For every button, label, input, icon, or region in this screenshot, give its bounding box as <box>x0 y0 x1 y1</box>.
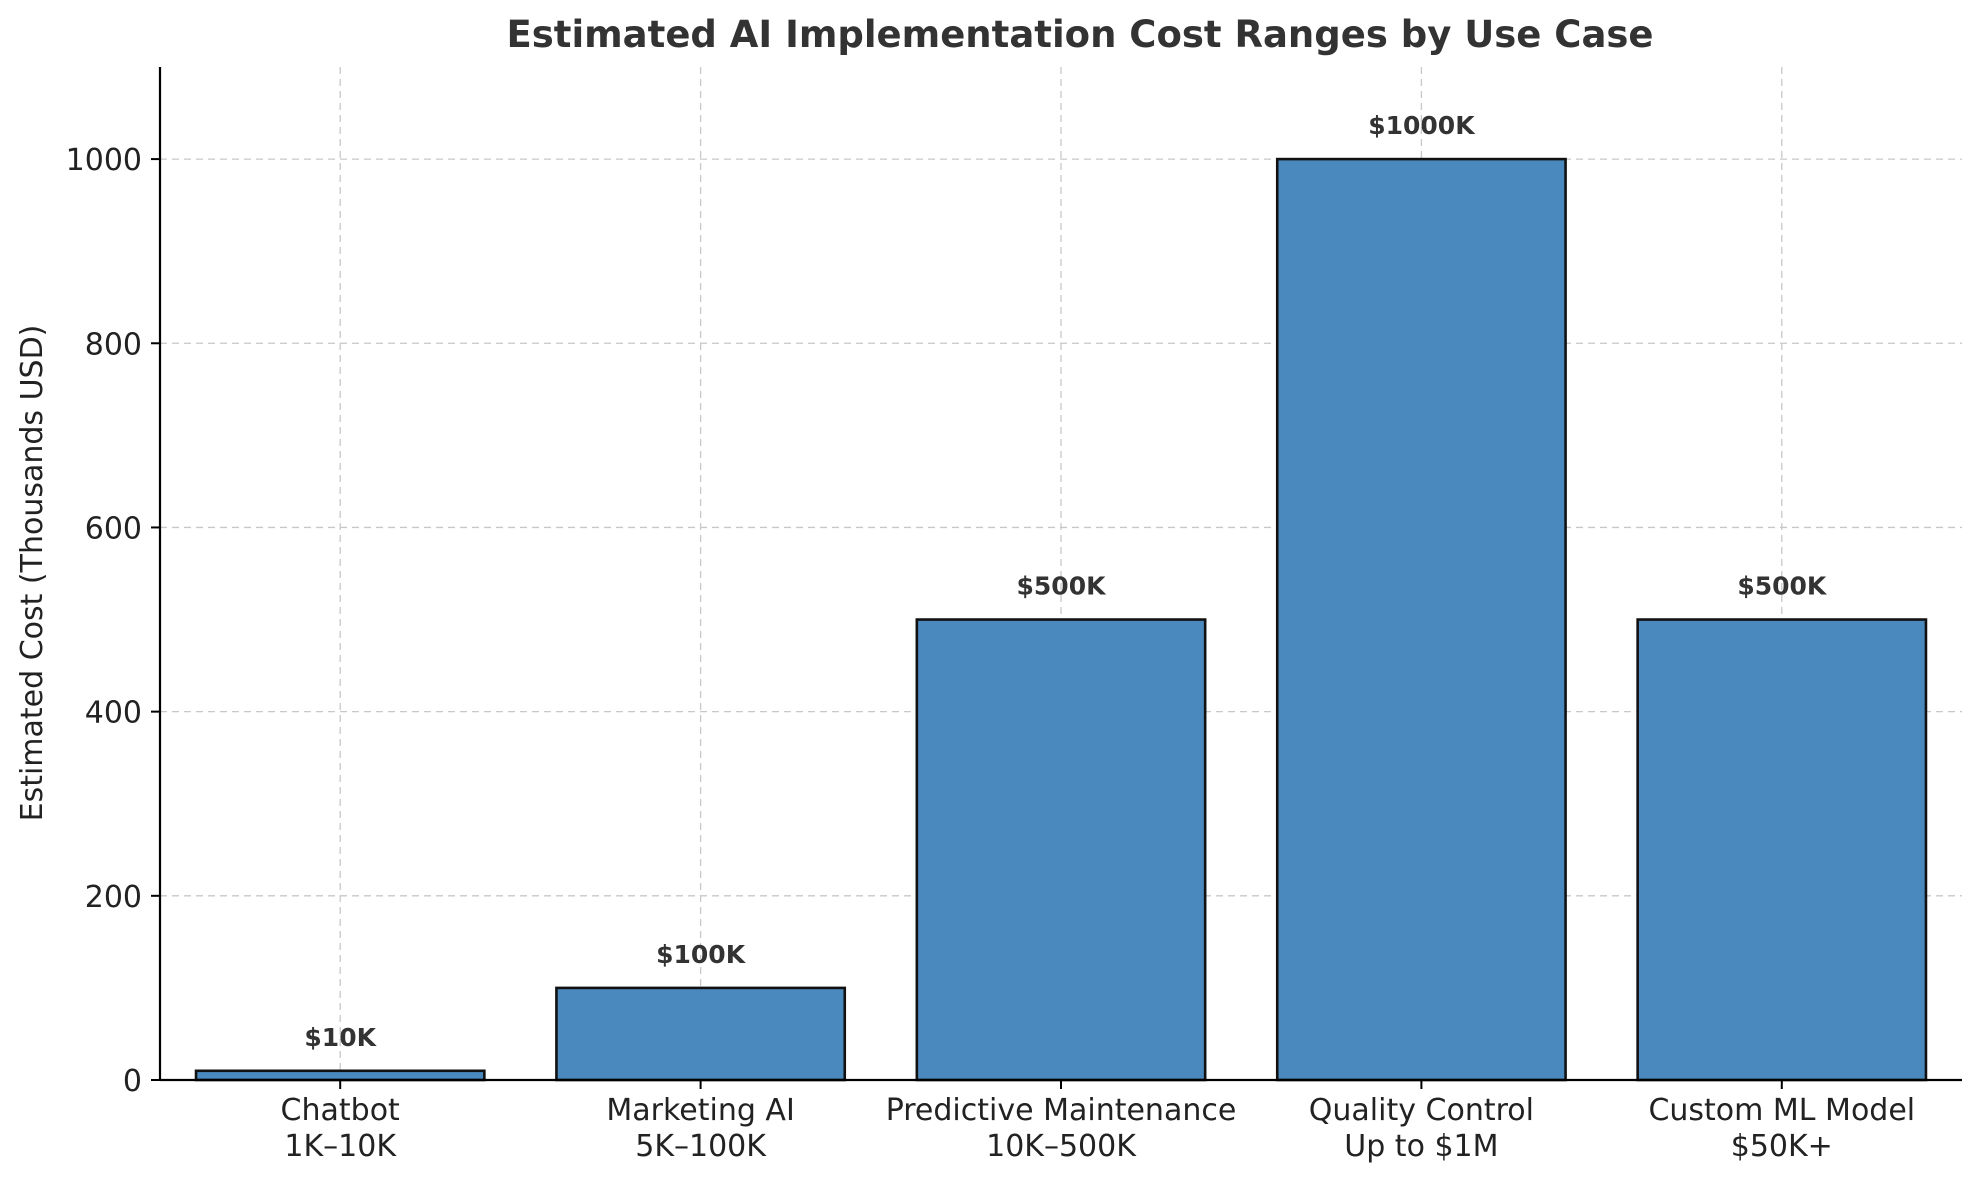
y-tick-label-0: 0 <box>123 1064 142 1099</box>
bar-4 <box>1636 618 1928 1082</box>
x-tick-label-3-line-1: Up to $1M <box>1344 1129 1498 1164</box>
x-tick-label-2-line-0: Predictive Maintenance <box>886 1093 1237 1128</box>
data-label-0: $10K <box>304 1023 377 1052</box>
data-label-2: $500K <box>1017 572 1108 601</box>
y-tick-label-200: 200 <box>85 880 142 915</box>
bars <box>194 157 1928 1082</box>
data-label-1: $100K <box>656 940 747 969</box>
bar-1 <box>555 986 847 1082</box>
y-tick-label-600: 600 <box>85 511 142 546</box>
data-label-3: $1000K <box>1368 111 1476 140</box>
y-tick-label-1000: 1000 <box>66 143 142 178</box>
x-tick-label-4-line-1: $50K+ <box>1731 1129 1833 1164</box>
y-axis-label: Estimated Cost (Thousands USD) <box>15 325 50 822</box>
bar-0 <box>194 1069 486 1082</box>
data-labels: $10K $100K $500K $1000K $500K <box>304 111 1827 1052</box>
y-tick-label-400: 400 <box>85 696 142 731</box>
x-tick-label-0-line-0: Chatbot <box>281 1093 401 1128</box>
x-tick-label-1-line-0: Marketing AI <box>606 1093 794 1128</box>
bar-3 <box>1275 157 1567 1082</box>
x-tick-label-4-line-0: Custom ML Model <box>1648 1093 1915 1128</box>
x-tick-label-3-line-0: Quality Control <box>1309 1093 1534 1128</box>
data-label-4: $500K <box>1737 572 1828 601</box>
y-axis-ticks: 0 200 400 600 800 1000 <box>66 143 160 1099</box>
x-tick-label-0-line-1: 1K–10K <box>284 1129 397 1164</box>
y-tick-label-800: 800 <box>85 327 142 362</box>
chart-title: Estimated AI Implementation Cost Ranges … <box>506 13 1653 56</box>
x-tick-label-1-line-1: 5K–100K <box>635 1129 767 1164</box>
bar-2 <box>915 618 1207 1082</box>
x-tick-label-2-line-1: 10K–500K <box>986 1129 1137 1164</box>
